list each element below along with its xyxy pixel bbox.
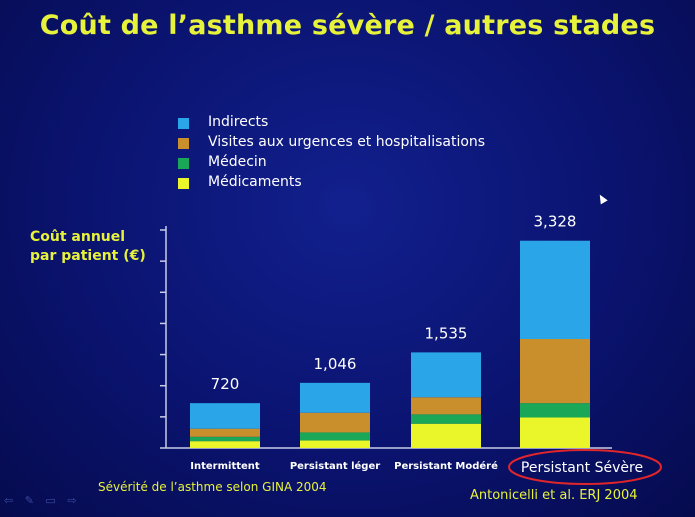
bar-total-label: 3,328	[534, 213, 577, 231]
highlight-ellipse	[508, 449, 662, 485]
bar-segment	[520, 240, 590, 339]
bar-segment	[411, 352, 481, 398]
bar-segment	[300, 412, 370, 433]
slide-nav-icons[interactable]: ⇦ ✎ ▭ ⇨	[4, 494, 81, 507]
bar-segment	[300, 440, 370, 448]
bar-segment	[190, 441, 260, 448]
source-citation: Antonicelli et al. ERJ 2004	[470, 488, 638, 503]
legend-label: Visites aux urgences et hospitalisations	[208, 134, 486, 150]
bar-segment	[411, 397, 481, 415]
y-axis-label: Coût annuel par patient (€)	[30, 229, 146, 264]
bar-segment	[300, 432, 370, 441]
legend-swatch-visites	[178, 138, 189, 149]
page-title: Coût de l’asthme sévère / autres stades	[39, 10, 656, 41]
bar-total-label: 720	[211, 375, 240, 393]
x-axis-title: Sévérité de l’asthme selon GINA 2004	[98, 480, 327, 494]
bar-total-label: 1,535	[425, 324, 468, 342]
x-tick-label: Persistant Sévère	[521, 460, 643, 476]
legend-swatch-medecin	[178, 158, 189, 169]
legend-swatch-indirects	[178, 118, 189, 129]
bar-segment	[520, 339, 590, 404]
legend-label: Médicaments	[208, 174, 302, 190]
bar-total-label: 1,046	[314, 355, 357, 373]
x-tick-label: Persistant Modéré	[394, 460, 498, 472]
bar-segment	[520, 403, 590, 418]
bar-segment	[190, 428, 260, 437]
bar-segment	[190, 436, 260, 442]
legend-label: Médecin	[208, 154, 267, 170]
legend-swatch-medicaments	[178, 178, 189, 189]
bar-segment	[411, 414, 481, 424]
bar-segment	[300, 382, 370, 413]
bar-segment	[411, 423, 481, 448]
x-tick-label: Intermittent	[190, 461, 260, 472]
x-tick-label: Persistant léger	[290, 460, 380, 472]
bar-segment	[520, 417, 590, 448]
bar-segment	[190, 403, 260, 429]
legend-label: Indirects	[208, 114, 269, 130]
